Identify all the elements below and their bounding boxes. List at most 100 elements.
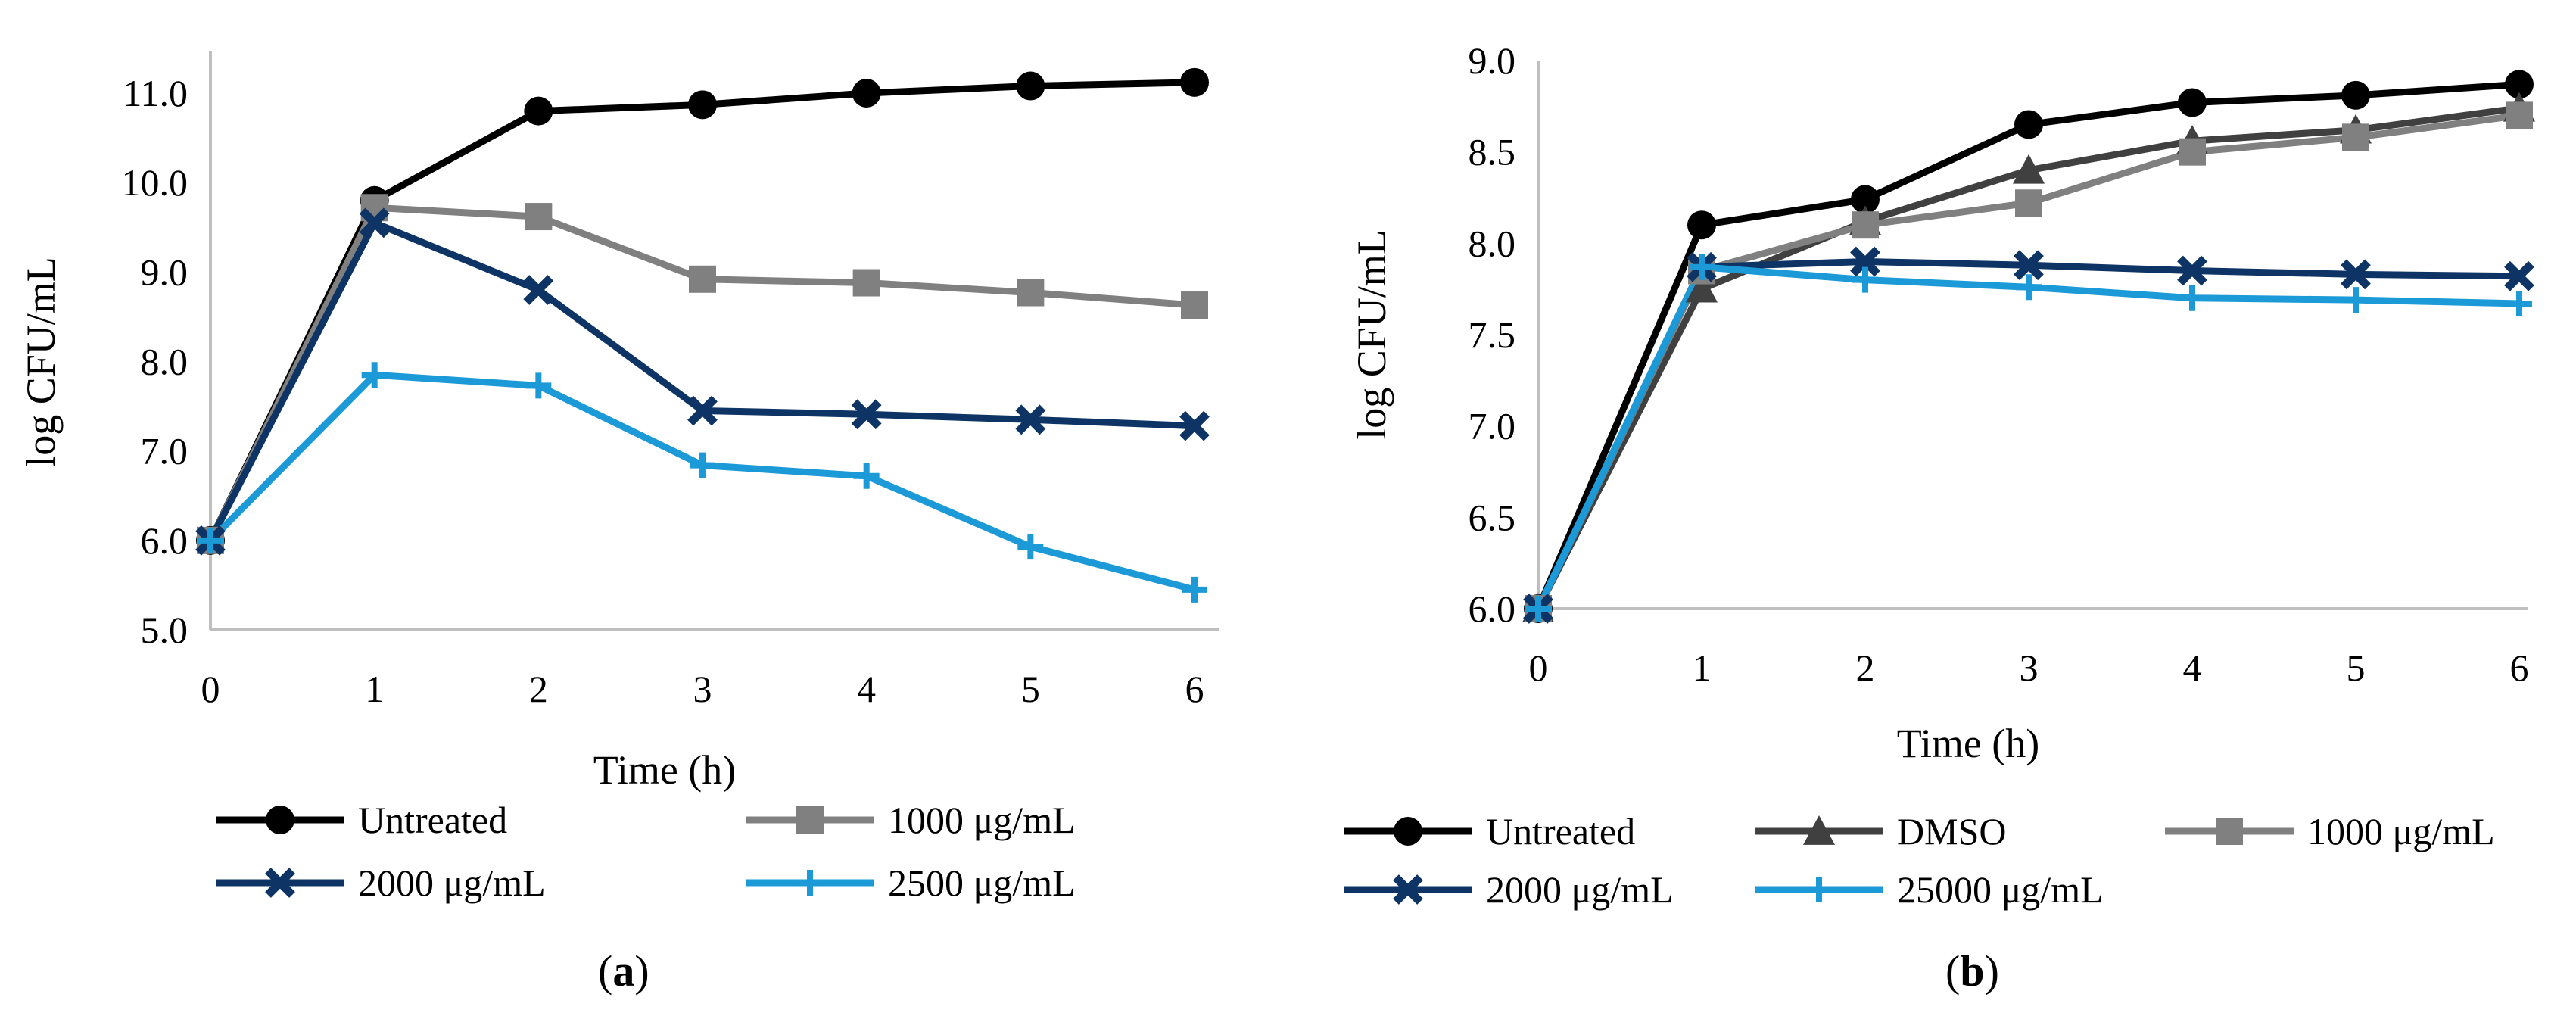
data-point-series-0 (1687, 210, 1716, 240)
legend-swatch-marker (266, 806, 294, 834)
legend: Untreated DMSO 1000 μg/mL 2000 μg/mL 25000 μ… (1344, 810, 2495, 911)
y-tick-label: 7.0 (1469, 405, 1516, 447)
x-tick-label: 1 (1693, 647, 1712, 689)
data-point-series-1 (689, 265, 716, 293)
x-tick-label: 6 (2510, 647, 2529, 689)
data-point-series-0 (1180, 67, 1209, 97)
y-tick-label: 11.0 (123, 72, 188, 114)
y-tick-label: 8.0 (1469, 222, 1516, 264)
data-point-series-4 (2179, 285, 2205, 311)
x-tick-label: 6 (1185, 668, 1204, 710)
data-point-series-0 (1851, 185, 1880, 214)
data-point-series-2 (359, 207, 390, 238)
data-point-series-0 (852, 79, 881, 108)
legend-swatch-marker (1393, 874, 1423, 905)
legend-label: Untreated (358, 799, 507, 841)
legend-label: DMSO (1897, 810, 2006, 852)
data-point-series-4 (1525, 596, 1551, 622)
legend-item: 1000 μg/mL (2165, 810, 2495, 852)
legend-item: 25000 μg/mL (1755, 868, 2104, 911)
x-axis-label: Time (h) (593, 747, 737, 793)
x-tick-label: 4 (2183, 647, 2202, 689)
legend-swatch-marker (265, 868, 295, 898)
y-tick-label: 7.0 (141, 430, 188, 472)
y-tick-label: 6.0 (141, 519, 188, 562)
data-point-series-1 (1686, 273, 1718, 303)
x-tick-label: 3 (693, 668, 712, 710)
panel-caption: (b) (1945, 946, 1999, 996)
data-point-series-1 (852, 269, 880, 297)
data-point-series-3 (1182, 576, 1207, 603)
y-tick-label: 9.0 (1469, 39, 1516, 82)
data-point-series-0 (2341, 80, 2370, 110)
legend-label: 2500 μg/mL (888, 862, 1076, 904)
data-point-series-3 (1850, 246, 1880, 277)
data-point-series-0 (688, 90, 717, 120)
data-point-series-4 (2343, 287, 2369, 313)
legend-label: Untreated (1486, 810, 1635, 852)
data-point-series-1 (2013, 154, 2045, 184)
data-point-series-2 (1852, 211, 1879, 239)
y-axis-label: log CFU/mL (1349, 229, 1394, 440)
legend-label: 2000 μg/mL (1486, 868, 1674, 911)
x-tick-label: 2 (529, 668, 548, 710)
data-point-series-0 (2014, 110, 2043, 139)
data-point-series-2 (2342, 123, 2369, 151)
legend-swatch-marker (797, 870, 823, 896)
x-tick-label: 5 (2347, 647, 2366, 689)
legend-item: DMSO (1755, 810, 2006, 852)
legend-label: 25000 μg/mL (1897, 868, 2104, 911)
data-point-series-3 (2177, 255, 2207, 286)
data-point-series-3 (1017, 534, 1044, 560)
data-point-series-0 (2505, 70, 2534, 99)
legend-swatch-marker (2216, 818, 2243, 845)
y-tick-label: 8.5 (1469, 131, 1516, 173)
panel-caption: (a) (598, 946, 649, 996)
data-point-series-1 (525, 203, 553, 231)
data-point-series-3 (2014, 250, 2044, 281)
data-point-series-2 (523, 275, 554, 305)
data-point-series-3 (525, 372, 552, 399)
data-point-series-2 (2179, 138, 2206, 166)
data-point-series-0 (524, 96, 553, 126)
chart-panel-a: 5.0 6.0 7.0 8.0 9.0 10.0 11.0 0 1 2 3 4 5 6 log CFU/mL… (18, 51, 1219, 996)
y-tick-label: 10.0 (122, 161, 188, 204)
data-point-series-1 (1181, 291, 1208, 319)
x-tick-label: 3 (2020, 647, 2039, 689)
legend-swatch-marker (1803, 815, 1835, 845)
data-point-series-3 (2504, 260, 2534, 291)
x-tick-label: 1 (365, 668, 384, 710)
legend-label: 2000 μg/mL (358, 862, 546, 904)
data-point-series-2 (851, 399, 882, 430)
legend-label: 1000 μg/mL (2307, 810, 2495, 852)
data-point-series-3 (853, 463, 880, 489)
data-point-series-2 (687, 395, 718, 426)
x-tick-label: 5 (1021, 668, 1040, 710)
y-tick-label: 5.0 (141, 609, 188, 651)
data-point-series-4 (1689, 254, 1715, 280)
series-line-2 (1534, 111, 2520, 610)
data-point-series-3 (2341, 259, 2371, 290)
legend-item: Untreated (1344, 810, 1635, 852)
legend: Untreated 1000 μg/mL 2000 μg/mL 2500 μg/mL (216, 799, 1076, 904)
data-point-series-4 (1852, 266, 1878, 293)
data-point-series-1 (1017, 279, 1045, 307)
data-point-series-0 (1016, 71, 1045, 101)
chart-panel-b: 6.0 6.5 7.0 7.5 8.0 8.5 9.0 0 1 2 3 4 5 6 log CFU/mL Ti… (1344, 39, 2535, 996)
legend-item: 2500 μg/mL (746, 862, 1076, 904)
legend-item: 1000 μg/mL (746, 799, 1076, 841)
y-axis-label: log CFU/mL (18, 257, 64, 467)
data-point-series-0 (2178, 88, 2207, 117)
x-axis-label: Time (h) (1897, 721, 2040, 766)
data-point-series-2 (1179, 410, 1210, 441)
legend-item: Untreated (216, 799, 507, 841)
x-tick-label: 4 (857, 668, 876, 710)
data-point-series-2 (2015, 189, 2042, 217)
legend-label: 1000 μg/mL (888, 799, 1076, 841)
data-point-series-4 (2506, 290, 2532, 316)
legend-item: 2000 μg/mL (216, 862, 546, 904)
data-point-series-2 (1015, 404, 1046, 435)
legend-swatch-marker (1394, 817, 1422, 846)
data-point-series-3 (690, 452, 715, 478)
